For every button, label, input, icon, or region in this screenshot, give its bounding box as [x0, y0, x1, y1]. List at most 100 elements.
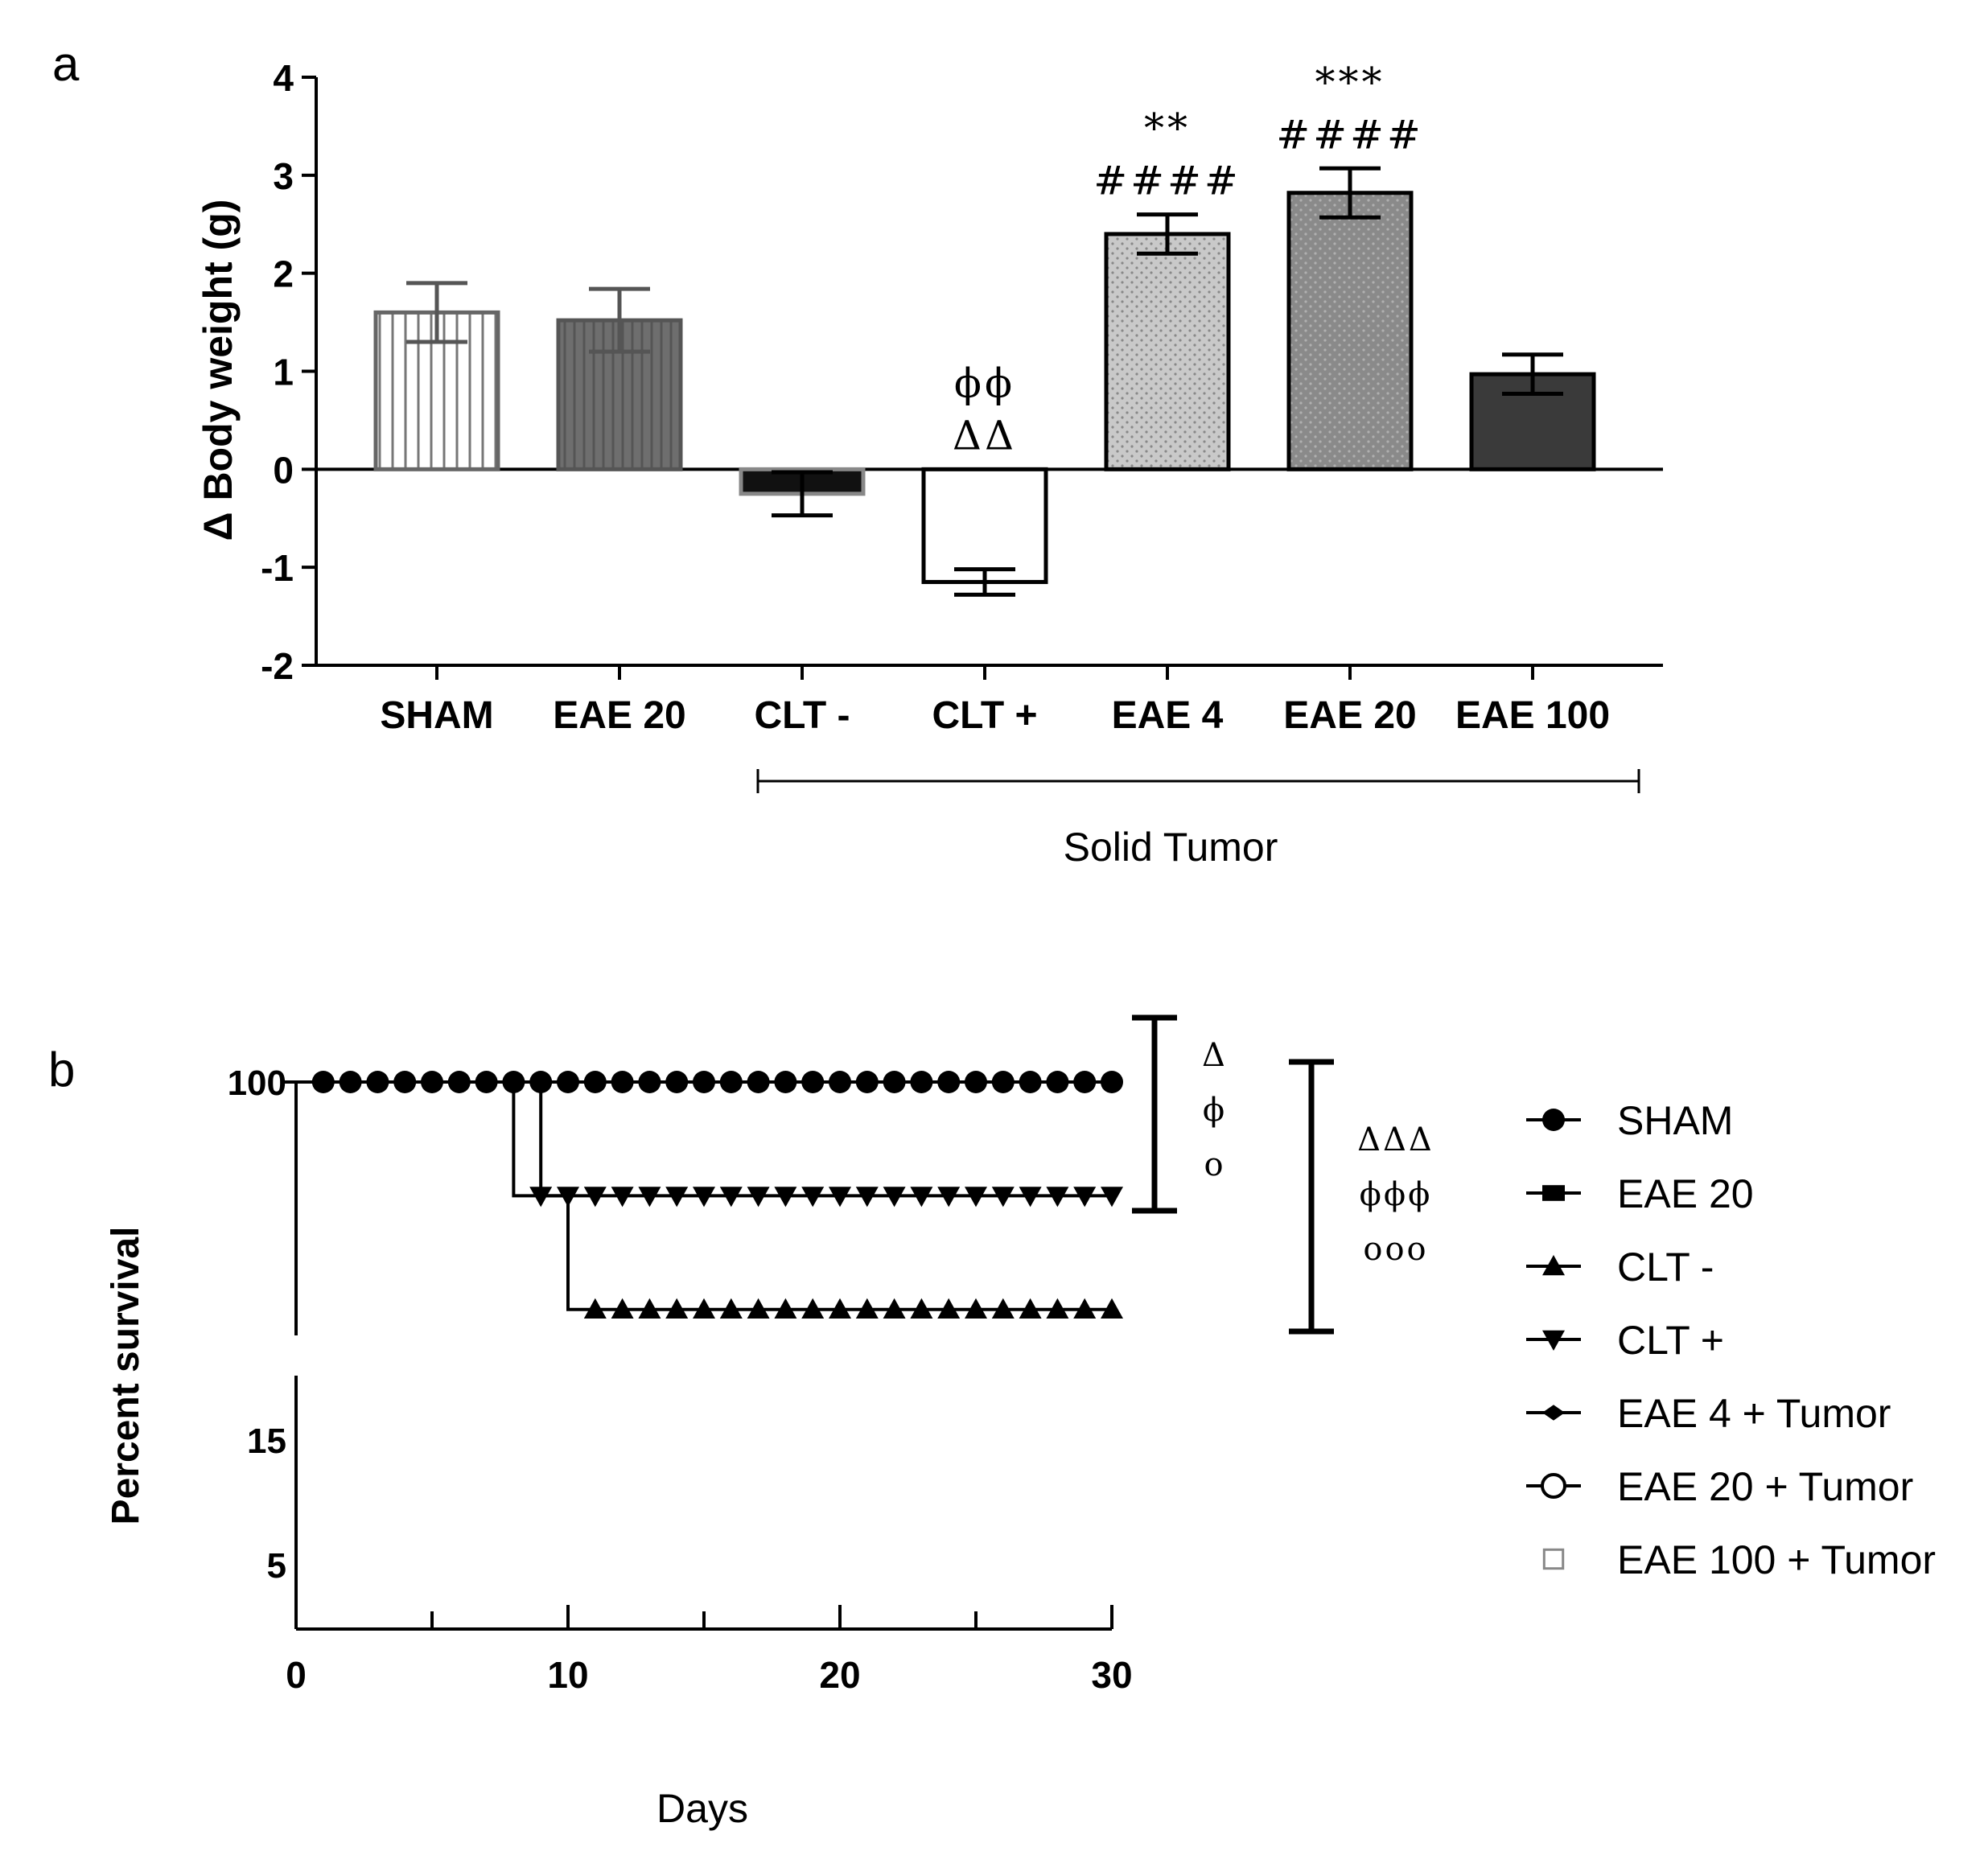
survival-marker [502, 1071, 525, 1093]
survival-chart-axes: 100 15 5 0 10 20 30 [228, 1064, 1133, 1696]
survival-marker [583, 1187, 607, 1208]
significance-mark: ϕϕ [954, 360, 1015, 406]
survival-marker [991, 1187, 1015, 1208]
legend: SHAM EAE 20 CLT - CLT + EAE 4 + Tumor EAE 20 … [1526, 1098, 1936, 1582]
survival-markers [311, 1071, 1123, 1319]
significance-mark: ooo [1363, 1231, 1428, 1268]
legend-label: EAE 20 + Tumor [1617, 1464, 1913, 1509]
x-tick-label: 10 [547, 1654, 588, 1696]
y-tick-label: 5 [267, 1546, 286, 1586]
y-axis-label-b: Percent survival [105, 1227, 147, 1525]
x-tick-label: 30 [1091, 1654, 1132, 1696]
legend-label: EAE 4 + Tumor [1617, 1391, 1891, 1436]
legend-label: SHAM [1617, 1098, 1733, 1143]
survival-marker [1101, 1071, 1123, 1093]
survival-marker [829, 1187, 851, 1208]
legend-label: CLT + [1617, 1318, 1724, 1363]
survival-marker [1046, 1298, 1069, 1319]
x-axis-label-b: Days [656, 1786, 748, 1831]
bar-chart-annotations: ϕϕ ΔΔ ** #### *** #### [953, 59, 1424, 459]
bar-chart-bars [373, 166, 1596, 597]
survival-marker [1073, 1071, 1097, 1093]
survival-marker [583, 1071, 607, 1093]
survival-marker [1019, 1187, 1042, 1208]
survival-marker [991, 1298, 1015, 1319]
survival-marker [693, 1071, 715, 1093]
survival-marker [447, 1071, 471, 1093]
survival-marker [638, 1187, 661, 1208]
survival-marker [910, 1187, 933, 1208]
survival-marker [557, 1187, 579, 1208]
group-label: Solid Tumor [1064, 825, 1278, 870]
legend-marker [1542, 1330, 1565, 1351]
significance-mark: ΔΔ [953, 412, 1017, 459]
survival-marker [965, 1298, 987, 1319]
survival-marker [747, 1298, 770, 1319]
survival-marker [937, 1071, 961, 1093]
survival-marker [801, 1071, 825, 1093]
category-label: CLT - [754, 694, 850, 737]
y-tick-label: 2 [273, 253, 294, 295]
survival-marker [829, 1071, 851, 1093]
survival-marker [801, 1187, 825, 1208]
survival-marker [693, 1187, 715, 1208]
survival-marker [557, 1071, 579, 1093]
legend-marker [1542, 1548, 1565, 1570]
survival-marker [693, 1298, 715, 1319]
survival-marker [1101, 1187, 1123, 1208]
survival-marker [719, 1298, 743, 1319]
survival-marker [475, 1071, 498, 1093]
survival-marker [747, 1187, 770, 1208]
survival-marker [910, 1298, 933, 1319]
survival-marker [1019, 1298, 1042, 1319]
y-tick-label: 15 [247, 1421, 286, 1461]
significance-mark: o [1204, 1146, 1225, 1183]
survival-marker [311, 1071, 335, 1093]
significance-mark: #### [1093, 158, 1241, 204]
survival-marker [883, 1071, 906, 1093]
survival-marker [339, 1071, 362, 1093]
significance-mark: #### [1276, 111, 1424, 158]
survival-marker [611, 1298, 634, 1319]
survival-marker [774, 1187, 797, 1208]
survival-marker [855, 1298, 879, 1319]
bar [1286, 191, 1414, 471]
survival-marker [393, 1071, 417, 1093]
survival-marker [883, 1187, 906, 1208]
survival-marker [1046, 1187, 1069, 1208]
bar-chart-category-labels: SHAM EAE 20 CLT - CLT + EAE 4 EAE 20 EAE 100 [380, 694, 1610, 737]
x-tick-label: 20 [819, 1654, 860, 1696]
legend-marker [1542, 1185, 1565, 1201]
survival-marker [1073, 1187, 1097, 1208]
y-tick-label: 100 [228, 1064, 286, 1103]
survival-marker [665, 1298, 689, 1319]
survival-chart-panel-b: 100 15 5 0 10 20 30 Δϕo ΔΔΔ ϕϕϕ ooo SHAM EAE 20 CLT… [105, 1014, 1936, 1831]
survival-marker [421, 1071, 443, 1093]
survival-marker [883, 1298, 906, 1319]
significance-mark: ϕ [1203, 1092, 1227, 1129]
y-tick-label: 1 [273, 352, 294, 393]
survival-marker [965, 1071, 987, 1093]
bar-chart-panel-a: 4 3 2 1 0 -1 -2 SHAM EAE 20 CLT - CLT + EAE 4 EAE 2… [196, 57, 1663, 870]
category-label: EAE 20 [1283, 694, 1416, 737]
category-label: SHAM [380, 694, 493, 737]
survival-marker [719, 1071, 743, 1093]
y-tick-label: 0 [273, 449, 294, 491]
significance-mark: ** [1144, 105, 1191, 152]
survival-step-line [296, 1080, 1112, 1198]
x-tick-label: 0 [286, 1654, 307, 1696]
survival-marker [529, 1187, 553, 1208]
significance-brackets: Δϕo ΔΔΔ ϕϕϕ ooo [1132, 1014, 1434, 1335]
legend-label: CLT - [1617, 1245, 1714, 1290]
legend-marker [1542, 1405, 1565, 1421]
significance-mark: ϕϕϕ [1360, 1176, 1433, 1213]
legend-marker [1542, 1109, 1565, 1131]
survival-marker [991, 1071, 1015, 1093]
y-tick-label: -1 [261, 547, 294, 589]
survival-marker [855, 1187, 879, 1208]
significance-mark: ΔΔΔ [1357, 1121, 1434, 1158]
survival-marker [1046, 1071, 1069, 1093]
y-axis-label-a: Δ Body weight (g) [196, 200, 241, 541]
survival-marker [829, 1298, 851, 1319]
